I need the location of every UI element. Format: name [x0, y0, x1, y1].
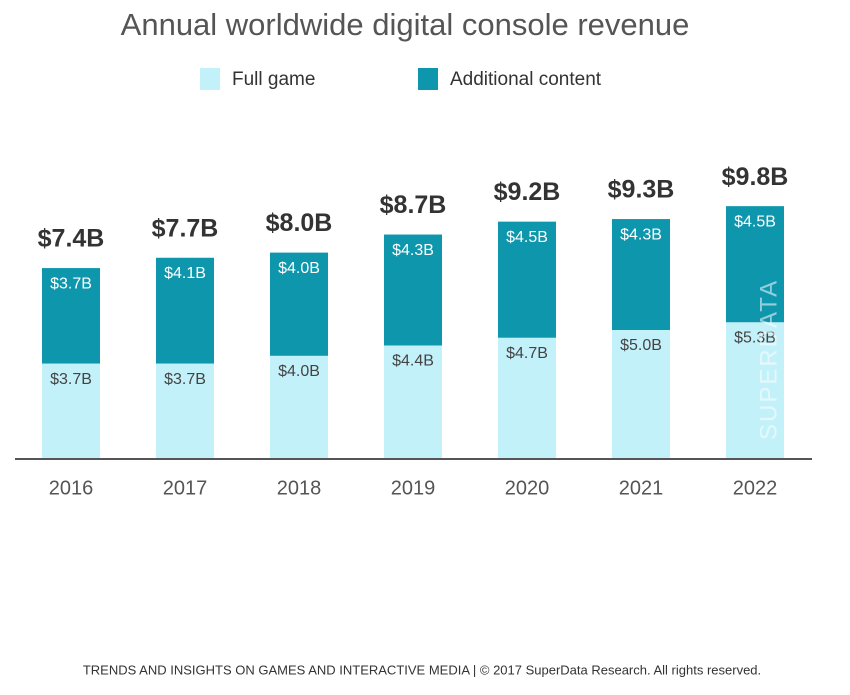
segment-label: $4.5B — [734, 213, 776, 230]
chart-title: Annual worldwide digital console revenue — [121, 7, 690, 42]
x-tick-label: 2018 — [277, 477, 322, 499]
bar-segment — [498, 337, 556, 459]
segment-label: $4.3B — [392, 242, 434, 259]
bar-segment — [726, 322, 784, 459]
segment-label: $3.7B — [164, 371, 206, 388]
watermark: SUPERDATA — [755, 279, 782, 440]
total-label: $9.8B — [722, 163, 789, 191]
segment-label: $5.3B — [734, 329, 776, 346]
total-label: $8.7B — [380, 191, 447, 219]
segment-label: $4.1B — [164, 265, 206, 282]
x-tick-label: 2022 — [733, 477, 778, 499]
bar-segment — [384, 345, 442, 459]
segment-label: $4.0B — [278, 363, 320, 380]
segment-label: $3.7B — [50, 371, 92, 388]
legend-swatch — [418, 68, 438, 90]
segment-label: $5.0B — [620, 337, 662, 354]
bar-segment — [612, 330, 670, 459]
segment-label: $4.3B — [620, 226, 662, 243]
bar-segment — [384, 234, 442, 346]
bar-segment — [726, 206, 784, 323]
total-label: $8.0B — [266, 209, 333, 237]
total-label: $9.2B — [494, 178, 561, 206]
segment-label: $4.4B — [392, 353, 434, 370]
bar-segment — [498, 221, 556, 338]
total-label: $7.7B — [152, 214, 219, 242]
x-tick-label: 2017 — [163, 477, 208, 499]
bar-segment — [270, 355, 328, 459]
bar-segment — [156, 257, 214, 364]
legend-label: Full game — [232, 69, 315, 90]
bar-segment — [42, 268, 100, 364]
footer: TRENDS AND INSIGHTS ON GAMES AND INTERAC… — [83, 662, 761, 677]
segment-label: $4.5B — [506, 229, 548, 246]
segment-label: $3.7B — [50, 275, 92, 292]
segment-label: $4.7B — [506, 345, 548, 362]
legend-swatch — [200, 68, 220, 90]
x-tick-label: 2019 — [391, 477, 436, 499]
bar-segment — [156, 363, 214, 459]
total-label: $9.3B — [608, 176, 675, 204]
legend-label: Additional content — [450, 69, 602, 90]
x-tick-label: 2016 — [49, 477, 94, 499]
bar-segment — [42, 363, 100, 459]
bar-segment — [270, 252, 328, 356]
x-tick-label: 2021 — [619, 477, 664, 499]
bar-segment — [612, 219, 670, 330]
x-tick-label: 2020 — [505, 477, 550, 499]
segment-label: $4.0B — [278, 260, 320, 277]
total-label: $7.4B — [38, 225, 105, 253]
